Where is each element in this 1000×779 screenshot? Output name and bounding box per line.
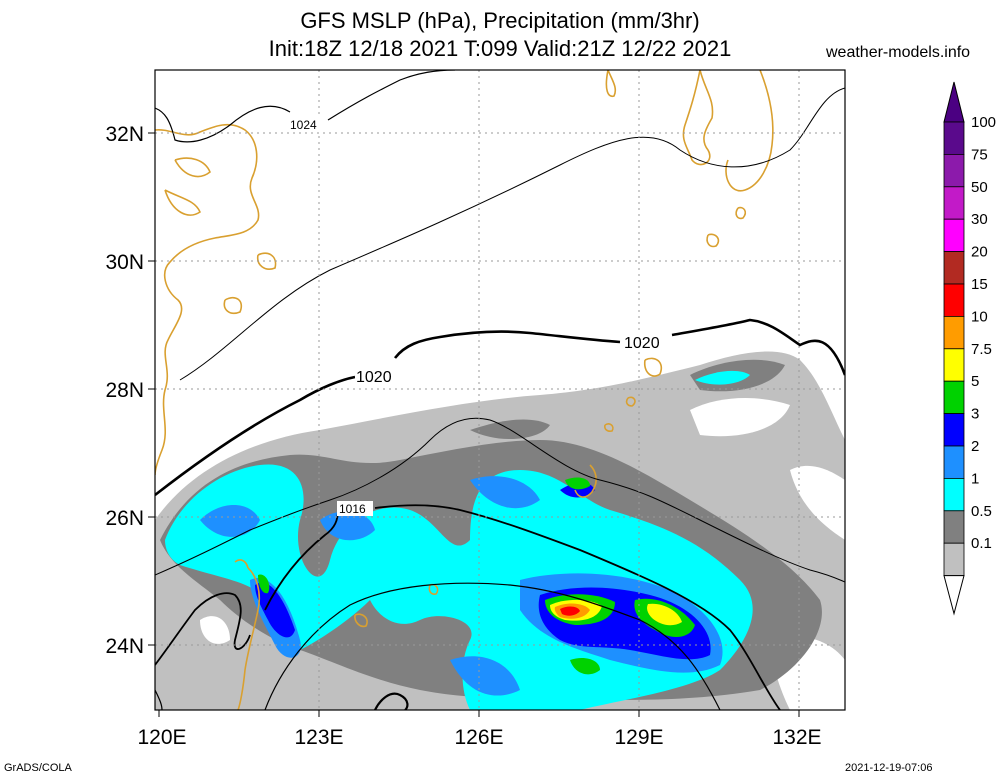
colorbar-segment	[943, 121, 965, 155]
axis-ticks	[148, 132, 800, 717]
lon-label-120e: 120E	[137, 726, 186, 749]
isobar-label-1020-east: 1020	[624, 335, 660, 352]
colorbar: 100 75 50 30 20 15 10 7.5 5 3 2 1 0.5 0.1	[943, 81, 996, 616]
contour-labels: 1024 1020 1020 1016	[289, 117, 669, 516]
colorbar-label: 1	[971, 470, 979, 487]
colorbar-segment	[943, 315, 965, 350]
map-area: 1024 1020 1020 1016	[155, 70, 845, 710]
precip-15-fill	[560, 606, 580, 616]
latitude-labels: 32N 30N 28N 26N 24N	[105, 123, 144, 658]
colorbar-label: 0.5	[971, 503, 992, 520]
colorbar-segment	[943, 542, 965, 577]
colorbar-label: 30	[971, 211, 988, 228]
grid-lines	[155, 70, 845, 710]
isobar-label-1024: 1024	[290, 118, 317, 132]
lat-label-32n: 32N	[105, 123, 144, 146]
lon-label-123e: 123E	[294, 726, 343, 749]
colorbar-label: 5	[971, 373, 979, 390]
colorbar-segment	[943, 477, 965, 512]
lon-label-132e: 132E	[772, 726, 821, 749]
lat-label-26n: 26N	[105, 507, 144, 530]
longitude-labels: 120E 123E 126E 129E 132E	[137, 726, 821, 749]
chart-title: GFS MSLP (hPa), Precipitation (mm/3hr)	[300, 8, 700, 33]
footer-software-label: GrADS/COLA	[4, 762, 72, 774]
isobars	[155, 70, 845, 710]
colorbar-segment	[943, 348, 965, 382]
lon-label-129e: 129E	[614, 726, 663, 749]
lat-label-30n: 30N	[105, 251, 144, 274]
colorbar-segment	[943, 510, 965, 544]
colorbar-segment	[943, 445, 965, 479]
isobar-label-1020-west: 1020	[356, 369, 392, 386]
colorbar-segment	[943, 380, 965, 415]
colorbar-segment	[943, 218, 965, 252]
colorbar-label: 2	[971, 438, 979, 455]
lat-label-24n: 24N	[105, 635, 144, 658]
lat-label-28n: 28N	[105, 379, 144, 402]
colorbar-segment	[943, 413, 965, 447]
colorbar-segment	[943, 153, 965, 188]
isobar-label-1016: 1016	[339, 502, 366, 516]
colorbar-label: 3	[971, 406, 979, 423]
colorbar-label: 75	[971, 146, 988, 163]
colorbar-segment	[943, 251, 965, 285]
colorbar-label: 7.5	[971, 341, 992, 358]
colorbar-under-arrow	[943, 575, 965, 616]
colorbar-label: 20	[971, 244, 988, 261]
colorbar-segment	[943, 186, 965, 220]
footer-timestamp: 2021-12-19-07:06	[845, 762, 933, 774]
colorbar-label: 10	[971, 308, 988, 325]
coastlines	[155, 70, 774, 710]
colorbar-label: 0.1	[971, 535, 992, 552]
colorbar-label: 50	[971, 179, 988, 196]
colorbar-segment	[943, 283, 965, 317]
map-frame	[154, 69, 846, 711]
colorbar-label: 15	[971, 276, 988, 293]
colorbar-over-arrow	[943, 81, 965, 123]
source-label: weather-models.info	[826, 44, 971, 61]
chart-subtitle: Init:18Z 12/18 2021 T:099 Valid:21Z 12/2…	[268, 36, 732, 61]
lon-label-126e: 126E	[454, 726, 503, 749]
colorbar-label: 100	[971, 114, 996, 131]
